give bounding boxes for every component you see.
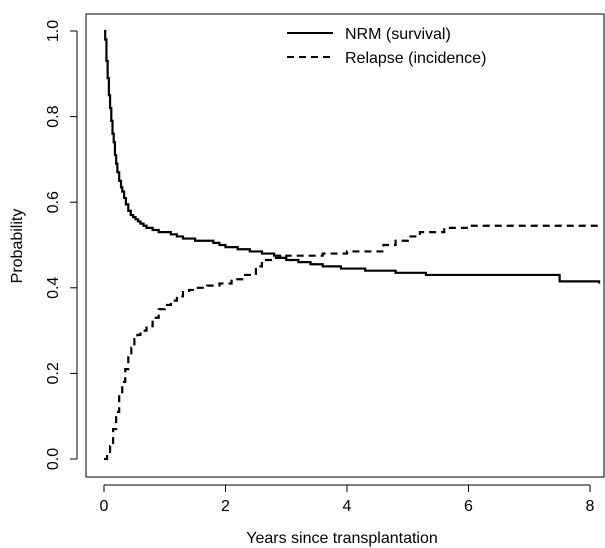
x-tick-label: 6 bbox=[464, 498, 473, 515]
y-tick-label: 0.2 bbox=[45, 362, 62, 384]
x-tick-label: 2 bbox=[221, 498, 230, 515]
y-tick-label: 0.8 bbox=[45, 105, 62, 127]
x-axis-label: Years since transplantation bbox=[246, 530, 438, 547]
legend: NRM (survival) Relapse (incidence) bbox=[287, 26, 486, 67]
x-axis: 0 2 4 6 8 bbox=[100, 484, 595, 515]
y-tick-label: 1.0 bbox=[45, 20, 62, 42]
plot-area-frame bbox=[85, 13, 605, 478]
series-line-nrm bbox=[104, 29, 601, 284]
x-tick-label: 8 bbox=[586, 498, 595, 515]
legend-label-nrm: NRM (survival) bbox=[345, 26, 451, 43]
series-line-relapse bbox=[104, 224, 600, 461]
y-tick-label: 0.6 bbox=[45, 191, 62, 213]
legend-label-relapse: Relapse (incidence) bbox=[345, 50, 486, 67]
x-tick-label: 0 bbox=[100, 498, 109, 515]
x-tick-label: 4 bbox=[343, 498, 352, 515]
series-layer bbox=[104, 29, 601, 461]
y-tick-label: 0.4 bbox=[45, 277, 62, 299]
y-axis-label: Probability bbox=[9, 209, 26, 284]
y-tick-label: 0.0 bbox=[45, 448, 62, 470]
y-axis: 0.0 0.2 0.4 0.6 0.8 1.0 bbox=[45, 20, 78, 470]
